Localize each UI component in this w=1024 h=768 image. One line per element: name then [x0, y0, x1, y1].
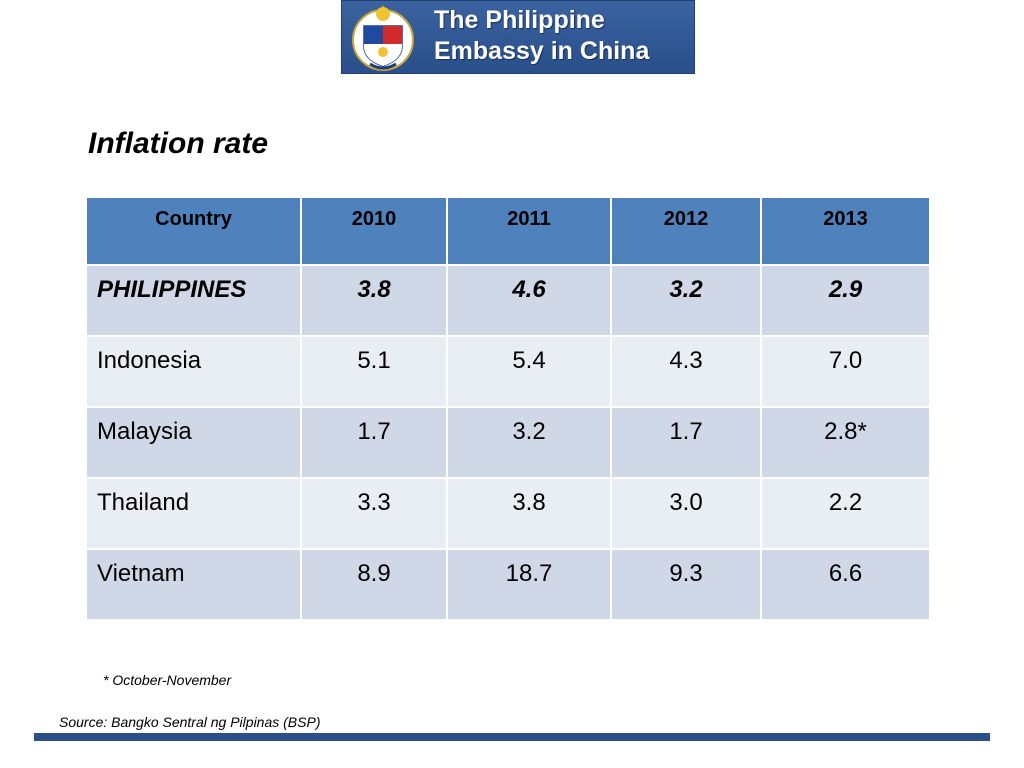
- banner-title: The Philippine Embassy in China: [434, 5, 649, 67]
- value-cell: 4.3: [610, 335, 762, 408]
- country-cell: Vietnam: [85, 548, 302, 621]
- table-header-row: Country 2010 2011 2012 2013: [85, 196, 931, 266]
- column-header-2012: 2012: [610, 196, 762, 266]
- value-cell: 1.7: [300, 406, 448, 479]
- banner-title-line2: Embassy in China: [434, 37, 650, 65]
- country-cell: PHILIPPINES: [85, 264, 302, 337]
- value-cell: 6.6: [760, 548, 931, 621]
- value-cell: 3.0: [610, 477, 762, 550]
- column-header-country: Country: [85, 196, 302, 266]
- footnote: * October-November: [103, 672, 232, 688]
- banner-title-line1: The Philippine: [434, 6, 605, 34]
- value-cell: 2.2: [760, 477, 931, 550]
- value-cell: 3.2: [446, 406, 612, 479]
- value-cell: 3.8: [300, 264, 448, 337]
- embassy-banner: The Philippine Embassy in China: [341, 0, 695, 74]
- table-row: Vietnam 8.9 18.7 9.3 6.6: [85, 548, 931, 621]
- country-cell: Malaysia: [85, 406, 302, 479]
- value-cell: 8.9: [300, 548, 448, 621]
- page-title: Inflation rate: [88, 127, 269, 160]
- value-cell: 9.3: [610, 548, 762, 621]
- bottom-divider: [34, 733, 990, 741]
- table-row: PHILIPPINES 3.8 4.6 3.2 2.9: [85, 264, 931, 337]
- inflation-table: Country 2010 2011 2012 2013 PHILIPPINES …: [85, 196, 931, 621]
- table-row: Thailand 3.3 3.8 3.0 2.2: [85, 477, 931, 550]
- value-cell: 7.0: [760, 335, 931, 408]
- source-note: Source: Bangko Sentral ng Pilpinas (BSP): [59, 714, 321, 730]
- column-header-2011: 2011: [446, 196, 612, 266]
- value-cell: 4.6: [446, 264, 612, 337]
- value-cell: 3.2: [610, 264, 762, 337]
- philippine-coat-of-arms-icon: [352, 5, 414, 71]
- column-header-2013: 2013: [760, 196, 931, 266]
- value-cell: 1.7: [610, 406, 762, 479]
- country-cell: Indonesia: [85, 335, 302, 408]
- value-cell: 3.3: [300, 477, 448, 550]
- value-cell: 5.1: [300, 335, 448, 408]
- column-header-2010: 2010: [300, 196, 448, 266]
- value-cell: 18.7: [446, 548, 612, 621]
- value-cell: 2.9: [760, 264, 931, 337]
- table-row: Malaysia 1.7 3.2 1.7 2.8*: [85, 406, 931, 479]
- country-cell: Thailand: [85, 477, 302, 550]
- value-cell: 5.4: [446, 335, 612, 408]
- value-cell: 2.8*: [760, 406, 931, 479]
- value-cell: 3.8: [446, 477, 612, 550]
- table-row: Indonesia 5.1 5.4 4.3 7.0: [85, 335, 931, 408]
